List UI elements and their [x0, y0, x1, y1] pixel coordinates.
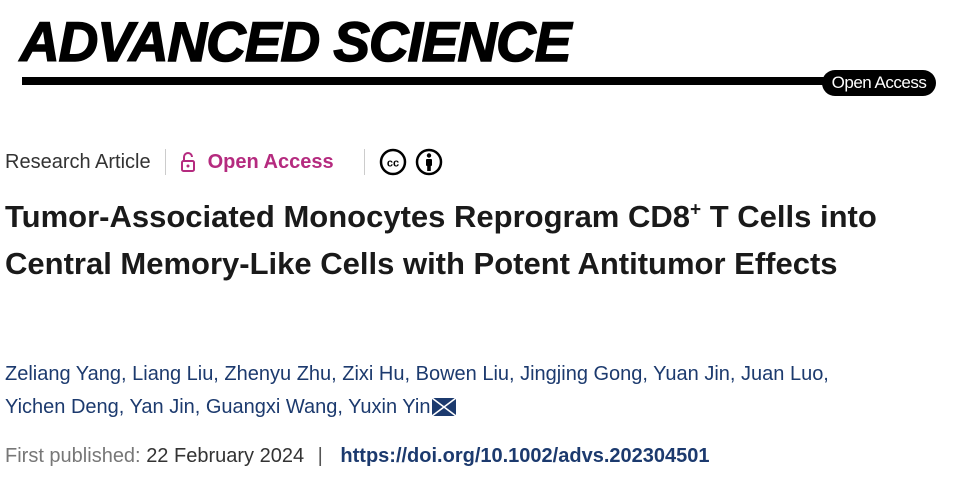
title-superscript: +	[690, 199, 702, 221]
article-type: Research Article	[5, 150, 151, 173]
article-meta: Research Article Open Access cc	[5, 148, 443, 176]
divider	[164, 149, 166, 175]
open-access-text: Open Access	[207, 150, 334, 173]
creative-commons-icon[interactable]: cc	[379, 148, 407, 176]
journal-logo[interactable]: ADVANCED SCIENCE	[19, 10, 572, 73]
separator: |	[317, 445, 323, 467]
svg-text:cc: cc	[387, 158, 399, 170]
article-title: Tumor-Associated Monocytes Reprogram CD8…	[5, 194, 945, 287]
authors-line-2: Yichen Deng, Yan Jin, Guangxi Wang, Yuxi…	[5, 391, 829, 424]
open-access-badge: Open Access	[822, 70, 936, 96]
doi-link[interactable]: https://doi.org/10.1002/advs.202304501	[340, 445, 710, 467]
unlock-icon	[180, 152, 195, 172]
title-text-rest: T Cells into Central Memory-Like Cells w…	[5, 199, 877, 281]
divider	[363, 149, 365, 175]
license-icons[interactable]: cc	[379, 148, 443, 176]
author-list: Zeliang Yang, Liang Liu, Zhenyu Zhu, Zix…	[5, 358, 829, 424]
published-label: First published:	[5, 445, 141, 467]
published-date: 22 February 2024	[146, 445, 305, 467]
title-text: Tumor-Associated Monocytes Reprogram CD8	[5, 199, 690, 234]
logo-rule	[22, 77, 828, 85]
authors-line-2-text[interactable]: Yichen Deng, Yan Jin, Guangxi Wang, Yuxi…	[5, 396, 431, 418]
open-access-label: Open Access	[180, 151, 334, 174]
publication-info: First published: 22 February 2024 | http…	[5, 445, 709, 468]
authors-line-1[interactable]: Zeliang Yang, Liang Liu, Zhenyu Zhu, Zix…	[5, 363, 829, 385]
email-icon[interactable]	[432, 398, 457, 416]
attribution-icon[interactable]	[415, 148, 443, 176]
